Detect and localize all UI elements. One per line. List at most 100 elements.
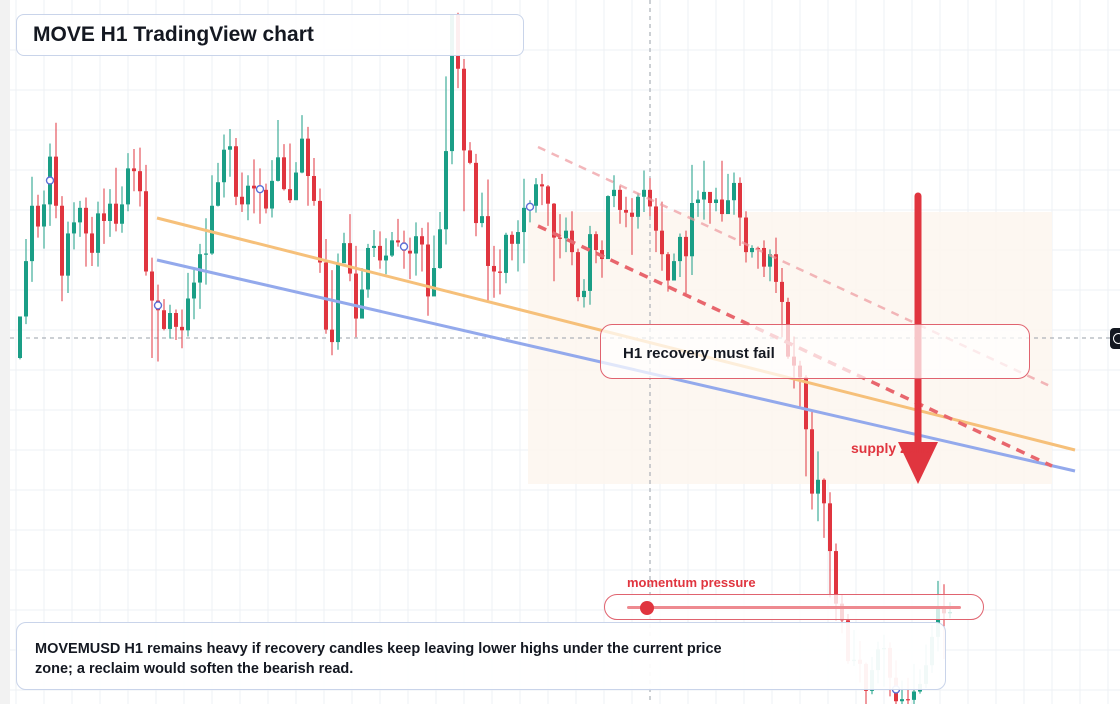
candle-body [210, 205, 214, 254]
candle-body [234, 146, 238, 197]
candle-body [360, 289, 364, 319]
candle [210, 175, 214, 255]
candle [102, 188, 106, 244]
candle-body [564, 230, 568, 239]
candle [270, 160, 274, 218]
candle-body [378, 245, 382, 261]
candle [396, 218, 400, 247]
candle-body [318, 200, 322, 263]
candle [534, 178, 538, 213]
candle-body [408, 250, 412, 254]
candle-body [18, 316, 22, 358]
candle [66, 221, 70, 293]
candle-body [624, 209, 628, 213]
candle-body [420, 236, 424, 245]
candle [348, 214, 352, 282]
candle [612, 175, 616, 208]
candle-body [84, 207, 88, 234]
candle-body [504, 234, 508, 273]
candle-body [54, 156, 58, 206]
candle [684, 230, 688, 295]
candle [294, 162, 298, 201]
candle [342, 232, 346, 264]
candle [432, 235, 436, 297]
candle-body [468, 150, 472, 163]
candle-body [612, 189, 616, 197]
candle-body [222, 149, 226, 183]
candle [96, 201, 100, 267]
candle [240, 172, 244, 212]
candle [738, 177, 742, 246]
candle-body [474, 162, 478, 224]
lower-dashed-trendline[interactable] [537, 224, 1053, 468]
slider-knob-icon[interactable] [640, 601, 655, 615]
candle [552, 202, 556, 282]
candle [234, 137, 238, 206]
candle [582, 279, 586, 308]
candle [828, 492, 832, 598]
candle-body [450, 14, 454, 152]
candle [108, 189, 112, 237]
candle [480, 192, 484, 228]
candle [60, 196, 64, 302]
candle-body [60, 205, 64, 276]
candle [594, 231, 598, 264]
candle-body [636, 196, 640, 217]
candle-body [714, 199, 718, 203]
candle-body [810, 429, 814, 494]
candle-body [396, 240, 400, 243]
candle-body [252, 185, 256, 189]
candle-body [150, 271, 154, 301]
candle [732, 172, 736, 215]
candle-body [606, 196, 610, 260]
candle [264, 183, 268, 214]
candle [750, 245, 754, 258]
candle-body [780, 281, 784, 302]
analysis-note: MOVEMUSD H1 remains heavy if recovery ca… [16, 622, 946, 690]
candle-body [768, 254, 772, 267]
momentum-slider[interactable] [604, 594, 984, 620]
candle-body [678, 236, 682, 262]
candle [642, 170, 646, 212]
crosshair-icon[interactable] [1110, 328, 1120, 349]
candle-body [510, 234, 514, 244]
candle-body [276, 157, 280, 181]
candle [372, 229, 376, 257]
candle-body [414, 236, 418, 254]
candle [222, 134, 226, 198]
candle-body [192, 282, 196, 299]
candle-body [774, 254, 778, 282]
candle [804, 375, 808, 477]
pivot-marker [255, 184, 265, 194]
candle-body [348, 243, 352, 274]
candle-body [462, 68, 466, 151]
candle-body [282, 157, 286, 190]
candle-body [432, 268, 436, 297]
candle [72, 202, 76, 250]
candle [516, 220, 520, 272]
candle [474, 153, 478, 237]
candle-body [828, 503, 832, 552]
candle-body [534, 184, 538, 206]
momentum-track-line [627, 606, 961, 609]
candle [576, 248, 580, 302]
candle-body [216, 182, 220, 206]
candle-body [72, 222, 76, 234]
candle-body [66, 233, 70, 276]
candle [276, 119, 280, 182]
candle [762, 240, 766, 278]
candle [726, 173, 730, 215]
candle [588, 225, 592, 305]
recovery-callout: H1 recovery must fail [600, 324, 1030, 379]
candle-body [492, 265, 496, 272]
candle-body [180, 326, 184, 331]
candle-body [288, 189, 292, 201]
candle [636, 193, 640, 229]
candle [150, 257, 154, 358]
candle [144, 164, 148, 276]
candle [564, 217, 568, 253]
candle [252, 159, 256, 214]
candle-body [240, 196, 244, 205]
candle [522, 178, 526, 264]
candle [36, 194, 40, 238]
